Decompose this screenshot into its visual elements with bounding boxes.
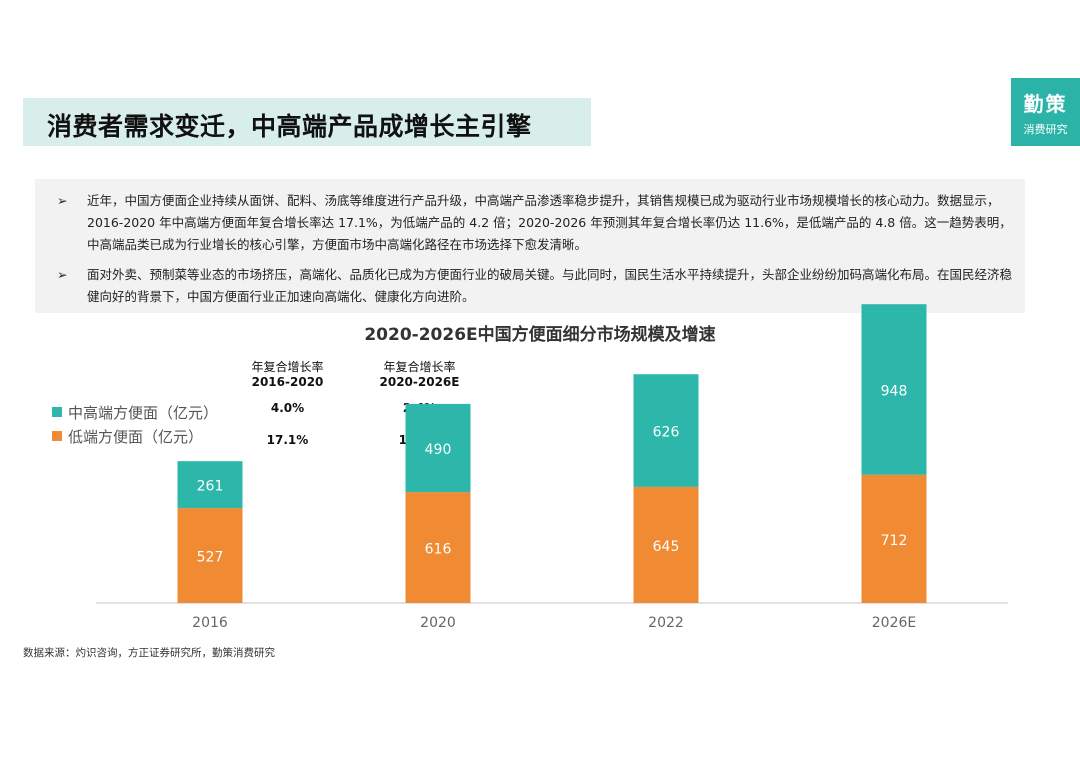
cagr-value-low-end: 4.0% — [270, 401, 305, 415]
x-tick-label: 2020 — [420, 615, 456, 631]
x-tick-label: 2026E — [872, 615, 916, 631]
title-bar: 消费者需求变迁，中高端产品成增长主引擎 — [23, 98, 591, 146]
cagr-header: 年复合增长率 — [251, 360, 324, 374]
bar-high-end-2026e — [861, 304, 927, 475]
bar-high-end-2020 — [405, 403, 471, 493]
page-title: 消费者需求变迁，中高端产品成增长主引擎 — [47, 112, 532, 141]
summary-bullet-text: 近年，中国方便面企业持续从面饼、配料、汤底等维度进行产品升级，中高端产品渗透率稳… — [87, 193, 1012, 252]
bullet-arrow-icon: ➢ — [57, 267, 68, 282]
summary-bullet: ➢ 面对外卖、预制菜等业态的市场挤压，高端化、品质化已成为方便面行业的破局关键。… — [57, 264, 1012, 308]
summary-bullet-text: 面对外卖、预制菜等业态的市场挤压，高端化、品质化已成为方便面行业的破局关键。与此… — [87, 267, 1013, 304]
bar-value-label-low-end: 527 — [197, 550, 224, 566]
bar-low-end-2020 — [405, 492, 471, 603]
bar-value-label-high-end: 490 — [425, 442, 452, 458]
brand-logo: 勤策 消费研究 — [1011, 78, 1080, 146]
bullet-arrow-icon: ➢ — [57, 193, 68, 208]
legend-label-low-end: 低端方便面（亿元） — [68, 428, 204, 446]
bar-value-label-low-end: 645 — [653, 539, 680, 555]
bar-value-label-low-end: 616 — [425, 542, 452, 558]
summary-bullet: ➢ 近年，中国方便面企业持续从面饼、配料、汤底等维度进行产品升级，中高端产品渗透… — [57, 190, 1012, 256]
cagr-column-2016-2020: 年复合增长率 2016-2020 4.0% 17.1% — [240, 360, 335, 450]
chart-title: 2020-2026E中国方便面细分市场规模及增速 — [364, 325, 716, 345]
legend-label-high-end: 中高端方便面（亿元） — [68, 404, 219, 422]
logo-sub-text: 消费研究 — [1023, 123, 1068, 136]
legend-item-high-end: 中高端方便面（亿元） — [52, 402, 218, 423]
x-tick-label: 2022 — [648, 615, 684, 631]
logo-main-text: 勤策 — [1023, 92, 1068, 116]
cagr-period: 2016-2020 — [251, 375, 324, 389]
bar-value-label-low-end: 712 — [881, 533, 908, 549]
bar-value-label-high-end: 948 — [881, 384, 908, 400]
x-tick-label: 2016 — [192, 615, 228, 631]
cagr-value-high-end: 17.1% — [266, 433, 309, 447]
bar-high-end-2016 — [177, 461, 243, 509]
legend-item-low-end: 低端方便面（亿元） — [52, 426, 203, 447]
legend-swatch-low-end — [52, 431, 62, 441]
bar-low-end-2016 — [177, 508, 243, 603]
cagr-period: 2020-2026E — [379, 375, 460, 389]
data-source: 数据来源：灼识咨询，方正证券研究所，勤策消费研究 — [23, 647, 275, 659]
cagr-header: 年复合增长率 — [383, 360, 456, 374]
legend-swatch-high-end — [52, 407, 62, 417]
bar-value-label-high-end: 261 — [197, 479, 224, 495]
summary-box: ➢ 近年，中国方便面企业持续从面饼、配料、汤底等维度进行产品升级，中高端产品渗透… — [35, 179, 1025, 313]
bar-high-end-2022 — [633, 374, 699, 487]
bar-low-end-2022 — [633, 486, 699, 603]
bar-value-label-high-end: 626 — [653, 425, 680, 441]
bar-low-end-2026e — [861, 474, 927, 603]
